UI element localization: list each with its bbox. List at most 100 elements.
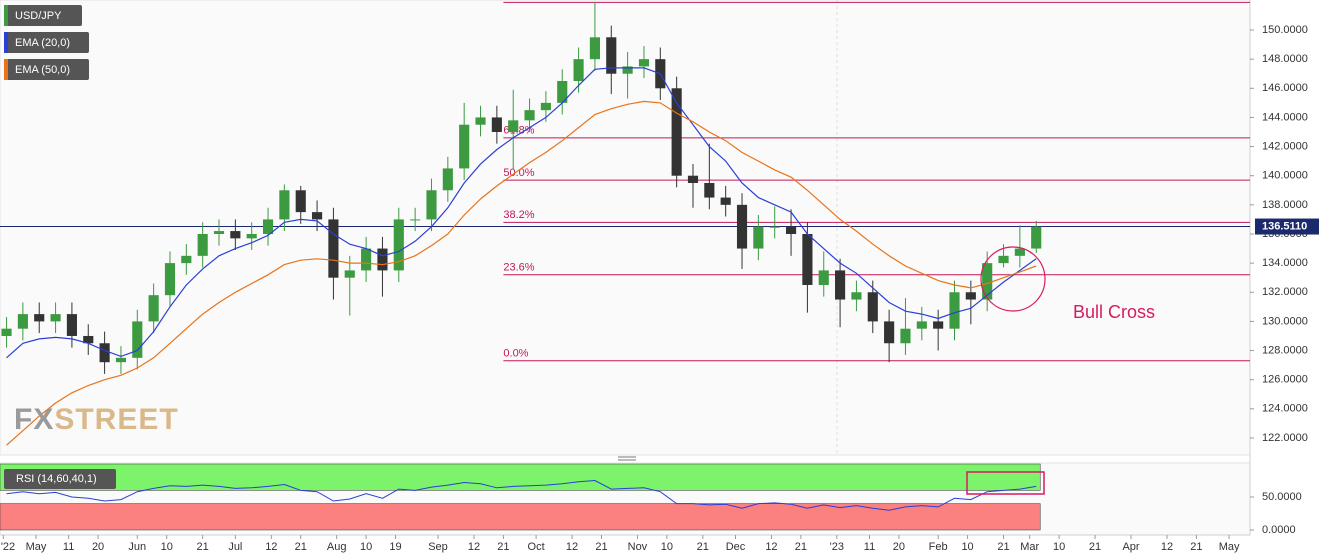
x-tick-label: '22 [1, 541, 15, 553]
candle-body [393, 219, 404, 271]
x-tick-label: 21 [295, 541, 307, 553]
candle-body [50, 314, 61, 322]
x-tick-label: 21 [197, 541, 209, 553]
price-panel [0, 0, 1251, 456]
x-tick-label: 10 [161, 541, 173, 553]
x-tick-label: Nov [628, 541, 648, 553]
candle-body [164, 263, 176, 296]
x-tick-label: Mar [1020, 541, 1039, 553]
x-tick-label: 10 [360, 541, 372, 553]
x-tick-label: 21 [697, 541, 709, 553]
candle-body [17, 314, 28, 329]
y-tick-label: 128.0000 [1262, 344, 1308, 356]
y-tick-label: 142.0000 [1262, 140, 1308, 152]
x-tick-label: 10 [661, 541, 673, 553]
candle-body [900, 328, 911, 344]
x-tick-label: 11 [864, 541, 875, 553]
candle-body [671, 88, 682, 176]
legend-swatch [4, 59, 8, 80]
candle-body [753, 226, 764, 249]
candle-body [426, 190, 437, 220]
y-tick-label: 140.0000 [1262, 170, 1308, 182]
candle-body [867, 292, 878, 322]
rsi-legend-label: RSI (14,60,40,1) [16, 473, 97, 485]
x-tick-label: 21 [997, 541, 1009, 553]
candle-body [148, 295, 159, 322]
candle-body [736, 204, 748, 249]
rsi-y-tick-label: 0.0000 [1262, 524, 1296, 536]
x-tick-label: 21 [497, 541, 509, 553]
candle-body [197, 233, 208, 256]
candle-body [295, 190, 306, 213]
candle-body [524, 110, 535, 121]
candle-body [312, 212, 323, 220]
candle-body [279, 190, 290, 220]
y-tick-label: 138.0000 [1262, 199, 1308, 211]
candle-body [933, 321, 944, 329]
x-tick-label: 21 [795, 541, 807, 553]
fib-label: 0.0% [503, 348, 528, 360]
y-tick-label: 132.0000 [1262, 286, 1308, 298]
x-tick-label: 10 [961, 541, 973, 553]
rsi-lower-zone [0, 503, 1041, 531]
legend-label: USD/JPY [15, 10, 62, 22]
candle-body [246, 233, 257, 239]
last-price-box [1255, 218, 1319, 235]
x-tick-label: 21 [595, 541, 607, 553]
x-tick-label: 12 [265, 541, 277, 553]
candle-body [181, 255, 192, 264]
y-tick-label: 130.0000 [1262, 315, 1308, 327]
x-tick-label: Aug [327, 541, 347, 553]
candle-body [720, 197, 731, 205]
candle-body [785, 226, 797, 234]
candle-body [687, 175, 699, 183]
x-tick-label: Oct [528, 541, 545, 553]
candle-body [459, 124, 470, 169]
x-tick-label: 10 [1053, 541, 1065, 553]
y-tick-label: 126.0000 [1262, 374, 1308, 386]
fib-label: 38.2% [503, 209, 534, 221]
candle-body [262, 219, 274, 234]
candle-body [491, 117, 502, 132]
x-tick-label: 11 [63, 541, 74, 553]
annotation-circle [980, 246, 1046, 312]
rsi-highlight [966, 471, 1045, 495]
y-tick-label: 148.0000 [1262, 53, 1308, 65]
candle-body [540, 102, 551, 111]
candle-body [998, 255, 1009, 264]
y-tick-label: 150.0000 [1262, 24, 1308, 36]
x-tick-label: 21 [1190, 541, 1202, 553]
candle-body [132, 321, 143, 358]
x-tick-label: Sep [428, 541, 448, 553]
x-tick-label: May [1219, 541, 1240, 553]
candle-body [361, 248, 372, 271]
y-tick-label: 124.0000 [1262, 403, 1308, 415]
candle-body [475, 117, 486, 125]
candle-body [949, 292, 960, 329]
x-tick-label: 21 [1089, 541, 1101, 553]
x-tick-label: May [26, 541, 47, 553]
legend-box [4, 59, 89, 80]
annotation-text: Bull Cross [1073, 302, 1155, 322]
x-tick-label: 19 [389, 541, 401, 553]
candle-body [66, 314, 77, 336]
candle-body [589, 37, 600, 60]
candle-body [818, 270, 829, 285]
legend-label: EMA (20,0) [15, 37, 70, 49]
candle-body [769, 226, 780, 228]
candle-body [508, 120, 519, 132]
candle-body [99, 343, 110, 363]
candle-body [410, 219, 421, 221]
candle-body [1031, 226, 1042, 249]
candle-body [328, 219, 339, 278]
y-tick-label: 146.0000 [1262, 82, 1308, 94]
x-tick-label: 20 [893, 541, 905, 553]
x-tick-label: Dec [726, 541, 746, 553]
candle-body [115, 357, 127, 363]
candle-body [835, 270, 846, 300]
candle-body [884, 321, 895, 344]
candle-body [802, 233, 813, 285]
ema-line [6, 100, 1037, 446]
candle-body [213, 231, 225, 234]
